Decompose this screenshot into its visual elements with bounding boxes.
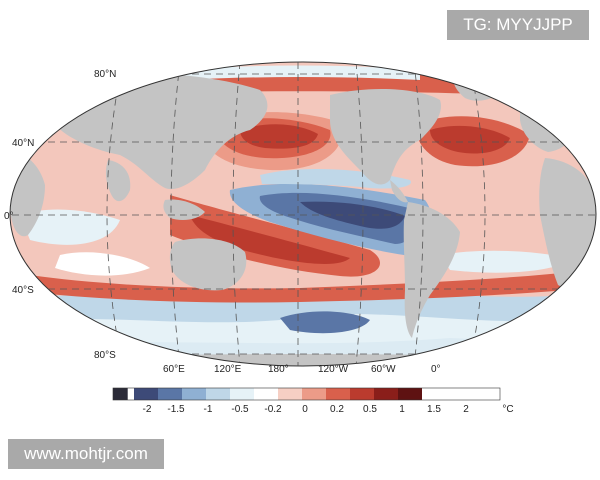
lon-label-60w: 60°W — [371, 364, 396, 375]
lon-label-0: 0° — [431, 364, 441, 375]
colorbar-tick: -1.5 — [167, 404, 185, 415]
colorbar-swatch — [230, 388, 254, 400]
colorbar-tick: 0 — [302, 404, 308, 415]
lat-label-40n: 40°N — [12, 138, 34, 149]
colorbar-tick: -1 — [204, 404, 213, 415]
lat-label-0: 0° — [4, 211, 14, 222]
meridian-60e — [170, 62, 181, 366]
colorbar-swatch — [398, 388, 422, 400]
colorbar-swatch — [350, 388, 374, 400]
colorbar-swatch — [374, 388, 398, 400]
colorbar-swatch — [278, 388, 302, 400]
colorbar-tick: -0.2 — [264, 404, 282, 415]
colorbar: -2 -1.5 -1 -0.5 -0.2 0 0.2 0.5 1 1.5 2 °… — [112, 387, 514, 415]
colorbar-swatch — [302, 388, 326, 400]
colorbar-swatch — [206, 388, 230, 400]
colorbar-swatch — [326, 388, 350, 400]
colorbar-swatch — [182, 388, 206, 400]
colorbar-unit: °C — [502, 404, 513, 415]
colorbar-tick: 0.5 — [363, 404, 377, 415]
colorbar-tick: 2 — [463, 404, 469, 415]
colorbar-swatch — [254, 388, 278, 400]
meridian-0-right — [471, 74, 486, 354]
website-watermark: www.mohtjr.com — [8, 439, 164, 469]
colorbar-tick: -2 — [143, 404, 152, 415]
colorbar-frame — [112, 387, 501, 401]
lon-label-60e: 60°E — [163, 364, 185, 375]
meridian-120w — [355, 62, 364, 366]
lon-label-120w: 120°W — [318, 364, 349, 375]
meridian-120e — [232, 62, 241, 366]
colorbar-tick: 1 — [399, 404, 405, 415]
lat-label-40s: 40°S — [12, 285, 34, 296]
colorbar-swatch — [158, 388, 182, 400]
lon-label-180: 180° — [268, 364, 289, 375]
meridian-60w — [413, 62, 424, 366]
telegram-watermark: TG: MYYJJPP — [447, 10, 589, 40]
meridian-0-left — [106, 74, 121, 354]
lon-label-120e: 120°E — [214, 364, 242, 375]
colorbar-tick: -0.5 — [231, 404, 249, 415]
lat-label-80s: 80°S — [94, 350, 116, 361]
colorbar-tick: 0.2 — [330, 404, 344, 415]
colorbar-swatch — [113, 388, 128, 400]
colorbar-tick: 1.5 — [427, 404, 441, 415]
globe-outline — [9, 61, 597, 367]
lat-label-80n: 80°N — [94, 69, 116, 80]
colorbar-swatch — [134, 388, 158, 400]
